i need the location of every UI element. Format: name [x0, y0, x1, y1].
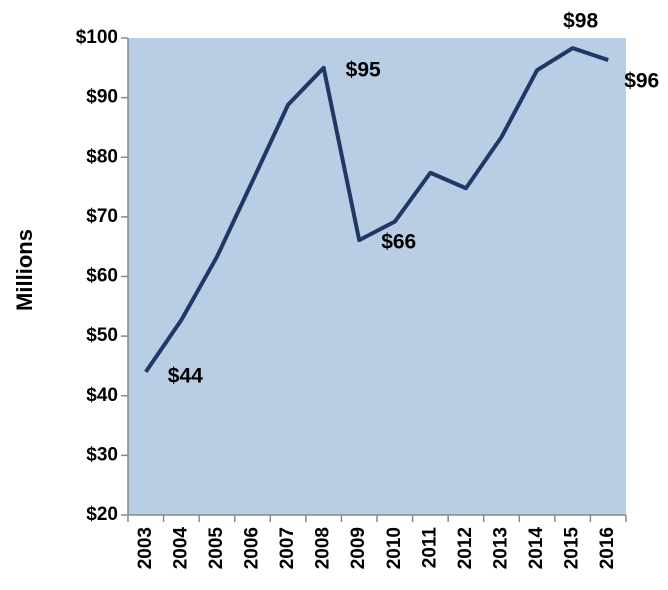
y-tick-label: $90: [86, 87, 118, 108]
x-tick-label: 2003: [135, 527, 156, 569]
y-tick-label: $40: [86, 385, 118, 406]
x-tick-label: 2009: [348, 527, 369, 569]
data-label: $95: [346, 58, 381, 81]
y-tick-label: $80: [86, 146, 118, 167]
data-label: $96: [624, 70, 659, 93]
plot-area: [128, 38, 626, 515]
x-tick-label: 2007: [277, 527, 298, 569]
y-axis-label: Millions: [12, 229, 37, 311]
x-tick-label: 2012: [455, 527, 476, 569]
data-label: $44: [168, 364, 203, 387]
x-tick-label: 2011: [419, 527, 440, 569]
x-tick-label: 2016: [597, 527, 618, 569]
x-tick-label: 2015: [562, 527, 583, 570]
y-tick-label: $20: [86, 504, 118, 525]
y-tick-label: $60: [86, 266, 118, 287]
x-tick-label: 2004: [170, 527, 191, 570]
x-tick-label: 2014: [526, 527, 547, 570]
y-tick-label: $70: [86, 206, 118, 227]
line: [144, 46, 609, 374]
data-label: $66: [381, 231, 416, 254]
x-tick-label: 2013: [491, 527, 512, 569]
x-tick-label: 2005: [206, 527, 227, 570]
y-tick-label: $30: [86, 444, 118, 465]
x-tick-label: 2006: [242, 527, 263, 569]
x-tick-label: 2008: [313, 527, 334, 569]
data-label: $98: [563, 10, 598, 33]
y-tick-label: $100: [76, 27, 118, 48]
y-tick-label: $50: [86, 325, 118, 346]
x-tick-label: 2010: [384, 527, 405, 569]
